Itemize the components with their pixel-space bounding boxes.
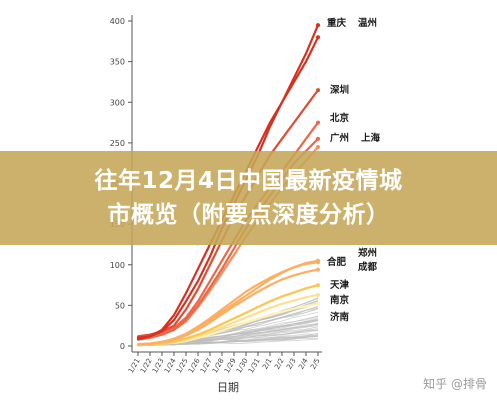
banner-title-line-1: 往年12月4日中国最新疫情城 — [94, 168, 403, 194]
banner-title-line-2: 市概览（附要点深度分析） — [107, 202, 390, 228]
series-end-point-重庆 — [316, 23, 320, 28]
y-tick-label: 250 — [110, 139, 125, 148]
series-end-point-北京 — [316, 120, 320, 125]
x-tick-label: 1/31 — [247, 357, 262, 375]
series-label-天津: 天津 — [330, 279, 350, 291]
y-tick-label: 50 — [115, 301, 125, 310]
x-tick-label: 2/4 — [297, 357, 310, 371]
series-label-广州: 广州 — [330, 132, 349, 144]
series-label-南京: 南京 — [330, 294, 350, 306]
x-tick-label: 2/5 — [309, 357, 322, 371]
series-end-point-合肥 — [316, 258, 320, 263]
series-end-point-广州 — [316, 136, 320, 141]
series-label-上海: 上海 — [361, 132, 381, 144]
watermark: 知乎 @排骨 — [423, 377, 487, 391]
series-end-point-深圳 — [316, 88, 320, 93]
series-end-point-成都 — [316, 267, 320, 272]
series-end-point-南京 — [316, 292, 320, 297]
x-tick-label: 2/3 — [285, 357, 298, 371]
x-tick-label: 2/2 — [273, 357, 286, 371]
x-tick-label: 2/1 — [261, 357, 274, 371]
series-label-济南: 济南 — [330, 311, 350, 323]
series-label-合肥: 合肥 — [327, 256, 347, 268]
x-axis-label: 日期 — [217, 381, 239, 394]
title-banner: 往年12月4日中国最新疫情城 市概览（附要点深度分析） — [0, 151, 497, 245]
series-end-point-天津 — [316, 283, 320, 288]
series-end-point-温州 — [316, 35, 320, 40]
series-label-重庆: 重庆 — [327, 17, 347, 29]
series-end-point-上海 — [316, 144, 320, 149]
series-label-温州: 温州 — [358, 17, 377, 29]
y-tick-label: 350 — [110, 58, 125, 67]
series-line-合肥 — [136, 259, 320, 346]
y-tick-label: 300 — [110, 98, 125, 107]
series-label-北京: 北京 — [330, 112, 350, 124]
series-label-成都: 成都 — [358, 261, 378, 273]
y-tick-label: 400 — [110, 17, 125, 26]
series-line-天津 — [136, 284, 320, 347]
y-tick-label: 0 — [120, 342, 125, 351]
y-tick-label: 100 — [110, 261, 125, 270]
series-label-深圳: 深圳 — [330, 84, 349, 96]
series-end-point-济南 — [316, 301, 320, 306]
series-label-郑州: 郑州 — [358, 247, 377, 259]
